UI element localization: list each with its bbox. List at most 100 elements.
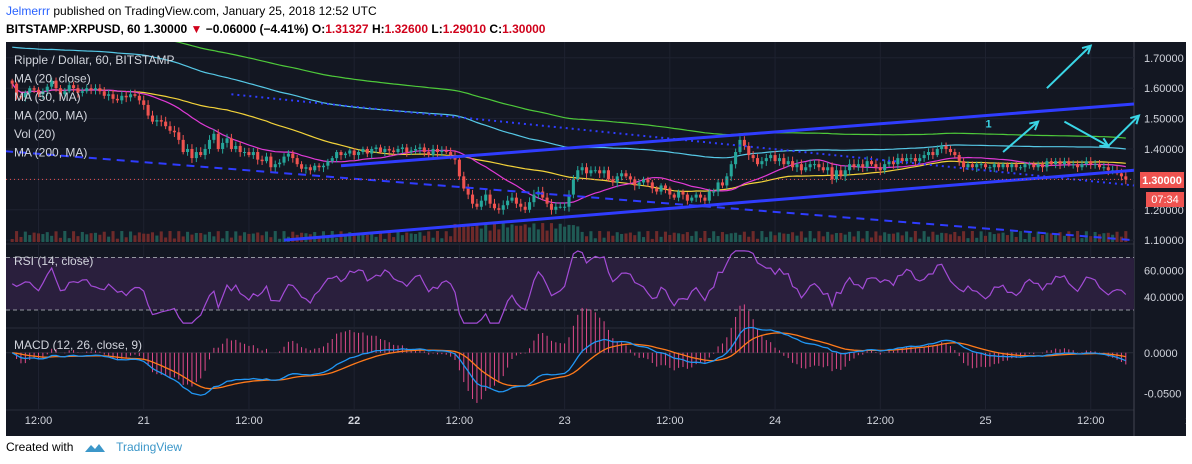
macd-histogram-bar bbox=[520, 352, 522, 354]
macd-histogram-bar bbox=[51, 348, 53, 353]
macd-histogram-bar bbox=[1046, 350, 1048, 353]
candle-body bbox=[308, 167, 312, 171]
macd-histogram-bar bbox=[840, 352, 842, 370]
volume-bar bbox=[1049, 233, 1053, 242]
macd-histogram-bar bbox=[55, 349, 57, 353]
volume-bar bbox=[67, 238, 71, 242]
candle-body bbox=[909, 158, 913, 160]
candle-body bbox=[874, 164, 878, 168]
macd-histogram-bar bbox=[29, 352, 31, 361]
candle-body bbox=[488, 194, 492, 204]
candle-body bbox=[365, 148, 369, 154]
macd-histogram-bar bbox=[340, 332, 342, 353]
macd-histogram-bar bbox=[366, 335, 368, 353]
candle-body bbox=[229, 138, 233, 149]
volume-bar bbox=[742, 231, 746, 242]
candle-body bbox=[207, 139, 212, 149]
tradingview-brand[interactable]: TradingView bbox=[116, 440, 183, 454]
macd-histogram-bar bbox=[428, 352, 430, 355]
candle-body bbox=[668, 188, 672, 195]
candle-body bbox=[115, 98, 119, 101]
macd-histogram-bar bbox=[607, 329, 609, 353]
macd-histogram-bar bbox=[985, 352, 987, 368]
macd-histogram-bar bbox=[879, 352, 881, 355]
volume-bar bbox=[207, 231, 212, 242]
candle-body bbox=[63, 91, 67, 95]
volume-bar bbox=[93, 232, 98, 242]
candle-body bbox=[602, 170, 606, 174]
created-with: Created with bbox=[6, 440, 74, 454]
macd-label: MACD (12, 26, close, 9) bbox=[14, 338, 142, 352]
volume-bar bbox=[317, 236, 321, 242]
price-tick: 1.20000 bbox=[1144, 205, 1184, 217]
volume-bar bbox=[405, 232, 409, 242]
macd-histogram-bar bbox=[458, 352, 460, 371]
candle-body bbox=[900, 158, 904, 162]
macd-histogram-bar bbox=[244, 343, 246, 353]
time-tick: 12:00 bbox=[235, 415, 263, 427]
candle-body bbox=[905, 158, 909, 162]
candle-body bbox=[164, 121, 168, 127]
candle-body bbox=[975, 164, 979, 168]
candle-body bbox=[528, 202, 532, 210]
macd-histogram-bar bbox=[932, 346, 934, 353]
chart-svg[interactable]: 1 1.70000 1.60000 1.50000 1.40000 1.30000 1.2… bbox=[0, 28, 1192, 436]
volume-bar bbox=[1045, 232, 1049, 242]
macd-histogram-bar bbox=[108, 352, 110, 356]
price-tick: 1.70000 bbox=[1144, 53, 1184, 65]
macd-histogram-bar bbox=[555, 342, 557, 353]
volume-bar bbox=[221, 238, 225, 242]
macd-histogram-bar bbox=[752, 319, 754, 353]
macd-histogram-bar bbox=[134, 352, 136, 355]
candle-body bbox=[405, 147, 409, 153]
volume-bar bbox=[703, 231, 707, 242]
macd-histogram-bar bbox=[287, 341, 289, 353]
candle-body bbox=[769, 155, 773, 159]
candle-body bbox=[821, 167, 825, 171]
volume-bar bbox=[479, 228, 483, 242]
volume-bar bbox=[1036, 231, 1040, 242]
chart-area[interactable]: 1 1.70000 1.60000 1.50000 1.40000 1.30000 1.2… bbox=[0, 28, 1192, 436]
legend-item: Vol (20) bbox=[14, 127, 55, 141]
volume-bar bbox=[694, 231, 698, 242]
volume-bar bbox=[1124, 231, 1128, 242]
macd-histogram-bar bbox=[1125, 352, 1127, 365]
macd-histogram-bar bbox=[748, 310, 750, 353]
author-link[interactable]: Jelmerrr bbox=[6, 4, 50, 18]
volume-bar bbox=[712, 231, 716, 242]
candle-body bbox=[1019, 167, 1023, 169]
candle-body bbox=[484, 194, 488, 201]
macd-histogram-bar bbox=[529, 348, 531, 353]
macd-histogram-bar bbox=[901, 348, 903, 353]
volume-bar bbox=[133, 235, 137, 242]
macd-histogram-bar bbox=[322, 346, 324, 353]
candle-body bbox=[563, 206, 567, 208]
candle-body bbox=[1005, 164, 1009, 168]
volume-bar bbox=[887, 233, 891, 242]
volume-bar bbox=[764, 237, 768, 242]
volume-bar bbox=[1032, 236, 1036, 242]
macd-histogram-bar bbox=[178, 352, 180, 380]
macd-histogram-bar bbox=[686, 352, 688, 369]
volume-bar bbox=[545, 230, 549, 242]
volume-bar bbox=[172, 238, 176, 242]
macd-histogram-bar bbox=[68, 350, 70, 353]
publish-line: Jelmerrr published on TradingView.com, J… bbox=[6, 4, 377, 18]
arrow-head bbox=[1081, 44, 1093, 55]
volume-bar bbox=[681, 234, 685, 242]
volume-bar bbox=[716, 236, 720, 242]
volume-bar bbox=[378, 231, 383, 242]
macd-histogram-bar bbox=[86, 351, 88, 353]
candle-body bbox=[707, 191, 711, 201]
macd-histogram-bar bbox=[463, 352, 465, 383]
candle-body bbox=[335, 152, 339, 159]
macd-histogram-bar bbox=[717, 346, 719, 353]
macd-histogram-bar bbox=[130, 352, 132, 356]
candle-body bbox=[997, 164, 1001, 168]
candle-body bbox=[36, 89, 41, 95]
candle-body bbox=[251, 152, 255, 156]
volume-bar bbox=[124, 237, 128, 242]
candle-body bbox=[585, 167, 589, 174]
volume-bar bbox=[186, 231, 190, 242]
macd-histogram-bar bbox=[388, 342, 390, 353]
